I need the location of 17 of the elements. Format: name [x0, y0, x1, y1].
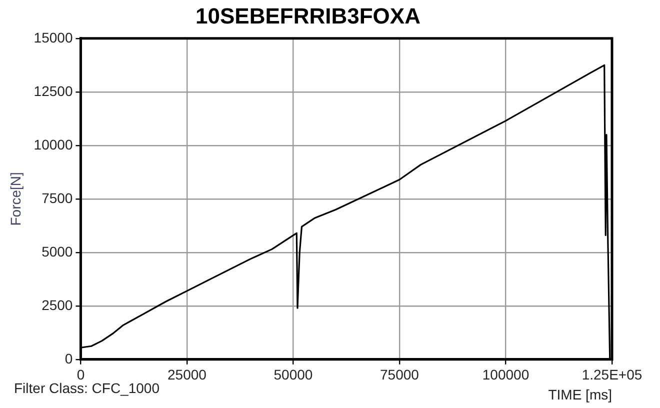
y-axis-title: Force[N]	[7, 172, 24, 226]
y-tick-label: 0	[64, 350, 73, 366]
y-tick-label: 10000	[34, 136, 73, 152]
x-tick-label: 75000	[380, 366, 420, 383]
x-tick-label: 0	[76, 366, 85, 383]
x-tick-label: 1.25E+05	[582, 366, 642, 383]
x-tick-label: 25000	[168, 366, 207, 383]
y-tick-label: 5000	[42, 243, 73, 260]
text: Filter Class: CFC_1000	[14, 380, 160, 396]
y-tick-label: 12500	[34, 82, 73, 99]
x-tick-label: 50000	[274, 366, 313, 383]
x-tick-label: 100000	[482, 366, 530, 383]
y-tick-label: 7500	[42, 190, 73, 206]
x-axis-title: TIME [ms]	[548, 386, 612, 402]
y-tick-label: 2500	[42, 296, 73, 313]
y-tick-label: 15000	[34, 29, 73, 46]
chart-title: 10SEBEFRRIB3FOXA	[196, 3, 421, 28]
